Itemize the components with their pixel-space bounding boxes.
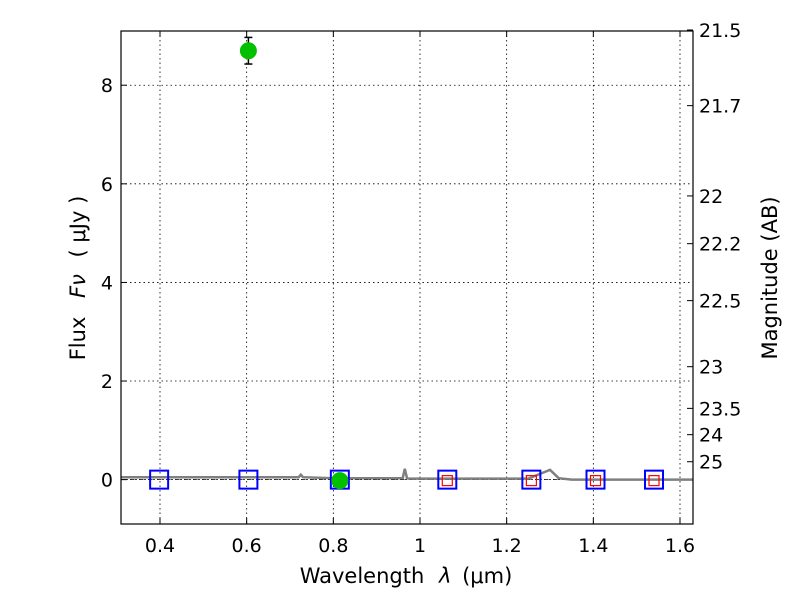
axes-frame bbox=[120, 30, 694, 525]
y2-tick-label: 22.2 bbox=[699, 234, 741, 256]
model-square-marker bbox=[644, 469, 664, 490]
y-tick-label: 4 bbox=[101, 272, 113, 294]
model-red-marker bbox=[648, 475, 660, 487]
y2-tick-label: 21.7 bbox=[699, 96, 741, 118]
y2-tick-label: 22 bbox=[699, 186, 723, 208]
x-tick-label: 1.4 bbox=[578, 535, 608, 557]
model-red-marker bbox=[589, 475, 602, 487]
y-tick-label: 2 bbox=[101, 371, 113, 393]
y2-tick-label: 23.5 bbox=[699, 398, 741, 420]
y2-tick-label: 24 bbox=[699, 425, 723, 447]
y2-tick-label: 25 bbox=[699, 452, 723, 474]
x-tick-label: 1 bbox=[414, 535, 426, 557]
model-square-marker bbox=[437, 469, 458, 490]
model-square-marker bbox=[521, 469, 542, 490]
observed-point bbox=[331, 472, 349, 490]
observed-point bbox=[239, 42, 257, 60]
y-tick-label: 0 bbox=[101, 470, 113, 492]
x-tick-label: 0.6 bbox=[232, 535, 262, 557]
y2-tick-label: 23 bbox=[699, 357, 723, 379]
model-square-marker bbox=[149, 469, 170, 490]
axis-ticks bbox=[121, 29, 693, 524]
model-square-marker bbox=[585, 469, 606, 490]
x-tick-label: 1.6 bbox=[665, 535, 695, 557]
grid-lines bbox=[121, 31, 693, 524]
tick-labels: 0.4 0.6 0.8 1 1.2 1.4 1.60246821.521.72222.222… bbox=[101, 20, 741, 557]
model-red-marker bbox=[525, 475, 537, 487]
x-tick-label: 0.4 bbox=[145, 535, 175, 557]
x-tick-label: 1.2 bbox=[492, 535, 522, 557]
x-axis-label: Wavelength λ (μm) bbox=[300, 564, 513, 588]
y2-tick-label: 22.5 bbox=[699, 291, 741, 313]
model-red-marker bbox=[441, 475, 453, 487]
model-square-marker bbox=[238, 469, 259, 490]
y2-axis-label: Magnitude (AB) bbox=[758, 196, 782, 359]
y2-tick-label: 21.5 bbox=[699, 20, 741, 42]
y-tick-label: 6 bbox=[101, 174, 113, 196]
spectrum-line bbox=[121, 468, 693, 481]
plot-area bbox=[121, 36, 693, 490]
y-tick-label: 8 bbox=[101, 75, 113, 97]
y-axis-label: Flux Fν ( μJy ) bbox=[66, 196, 90, 361]
x-tick-label: 0.8 bbox=[318, 535, 348, 557]
